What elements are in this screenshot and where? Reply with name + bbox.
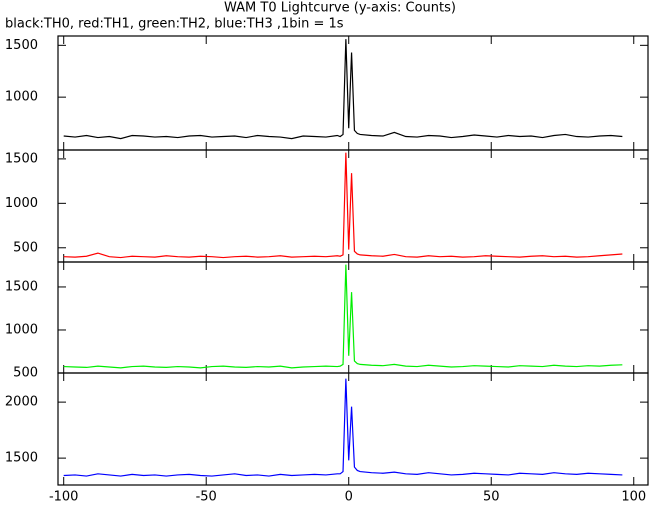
x-tick-label: -100 bbox=[49, 490, 79, 505]
x-tick-label: 0 bbox=[345, 490, 353, 505]
y-tick-label: 2000 bbox=[5, 395, 38, 410]
chart-subtitle: black:TH0, red:TH1, green:TH2, blue:TH3 … bbox=[5, 17, 344, 32]
series-line bbox=[63, 152, 623, 259]
chart-title: WAM T0 Lightcurve (y-axis: Counts) bbox=[224, 1, 456, 16]
x-tick-label: 50 bbox=[483, 490, 500, 505]
y-tick-label: 500 bbox=[13, 240, 38, 255]
series-line bbox=[63, 39, 623, 140]
y-tick-label: 500 bbox=[13, 366, 38, 381]
x-tick-label: -50 bbox=[196, 490, 217, 505]
y-tick-label: 1500 bbox=[5, 151, 38, 166]
y-tick-label: 1500 bbox=[5, 451, 38, 466]
plot-frame bbox=[57, 372, 649, 486]
series-line bbox=[63, 264, 623, 369]
y-tick-label: 1500 bbox=[5, 38, 38, 53]
y-tick-label: 1500 bbox=[5, 279, 38, 294]
series-line bbox=[63, 378, 623, 477]
x-tick-label: 100 bbox=[621, 490, 646, 505]
y-tick-label: 1000 bbox=[5, 90, 38, 105]
y-tick-label: 1000 bbox=[5, 322, 38, 337]
y-tick-label: 1000 bbox=[5, 196, 38, 211]
